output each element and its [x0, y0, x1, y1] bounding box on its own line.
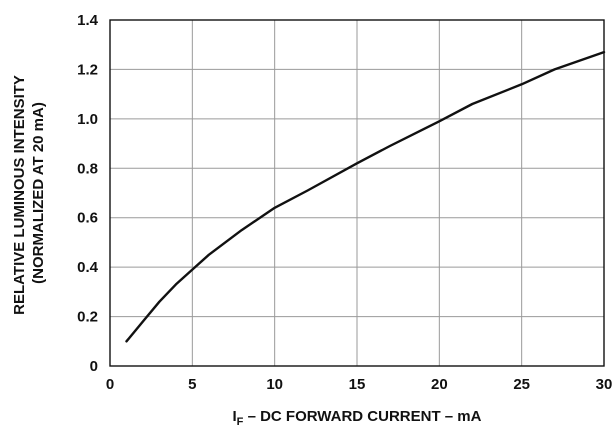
x-axis-title-subscript: F — [237, 416, 244, 428]
y-tick-label: 1.2 — [77, 61, 98, 78]
x-tick-label: 25 — [513, 376, 530, 393]
data-series — [125, 50, 606, 343]
y-tick-label: 1.0 — [77, 111, 98, 128]
y-tick-label: 0.4 — [77, 259, 99, 276]
x-axis-title: IF – DC FORWARD CURRENT – mA — [233, 408, 482, 428]
x-tick-labels: 0 5 10 15 20 25 30 — [106, 376, 613, 393]
y-tick-label: 0 — [90, 358, 98, 375]
y-tick-label: 0.2 — [77, 309, 98, 326]
series-line-1 — [125, 50, 606, 343]
grid-lines — [110, 20, 604, 366]
y-tick-label: 0.6 — [77, 210, 98, 227]
y-tick-label: 0.8 — [77, 160, 98, 177]
y-axis-title-line-1: RELATIVE LUMINOUS INTENSITY — [11, 75, 28, 315]
x-tick-label: 0 — [106, 376, 114, 393]
x-tick-label: 5 — [188, 376, 196, 393]
x-tick-label: 20 — [431, 376, 448, 393]
x-axis-title-rest: – DC FORWARD CURRENT – mA — [243, 408, 481, 425]
plot-frame — [109, 19, 605, 367]
x-tick-label: 30 — [596, 376, 613, 393]
x-tick-label: 10 — [266, 376, 283, 393]
x-tick-label: 15 — [349, 376, 366, 393]
y-axis-title-line-2: (NORMALIZED AT 20 mA) — [30, 102, 47, 284]
y-axis-title: RELATIVE LUMINOUS INTENSITY (NORMALIZED … — [11, 71, 47, 315]
x-axis-title-prefix: I — [233, 408, 237, 425]
y-tick-labels: 0 0.2 0.4 0.6 0.8 1.0 1.2 1.4 — [77, 12, 99, 375]
y-tick-label: 1.4 — [77, 12, 99, 29]
